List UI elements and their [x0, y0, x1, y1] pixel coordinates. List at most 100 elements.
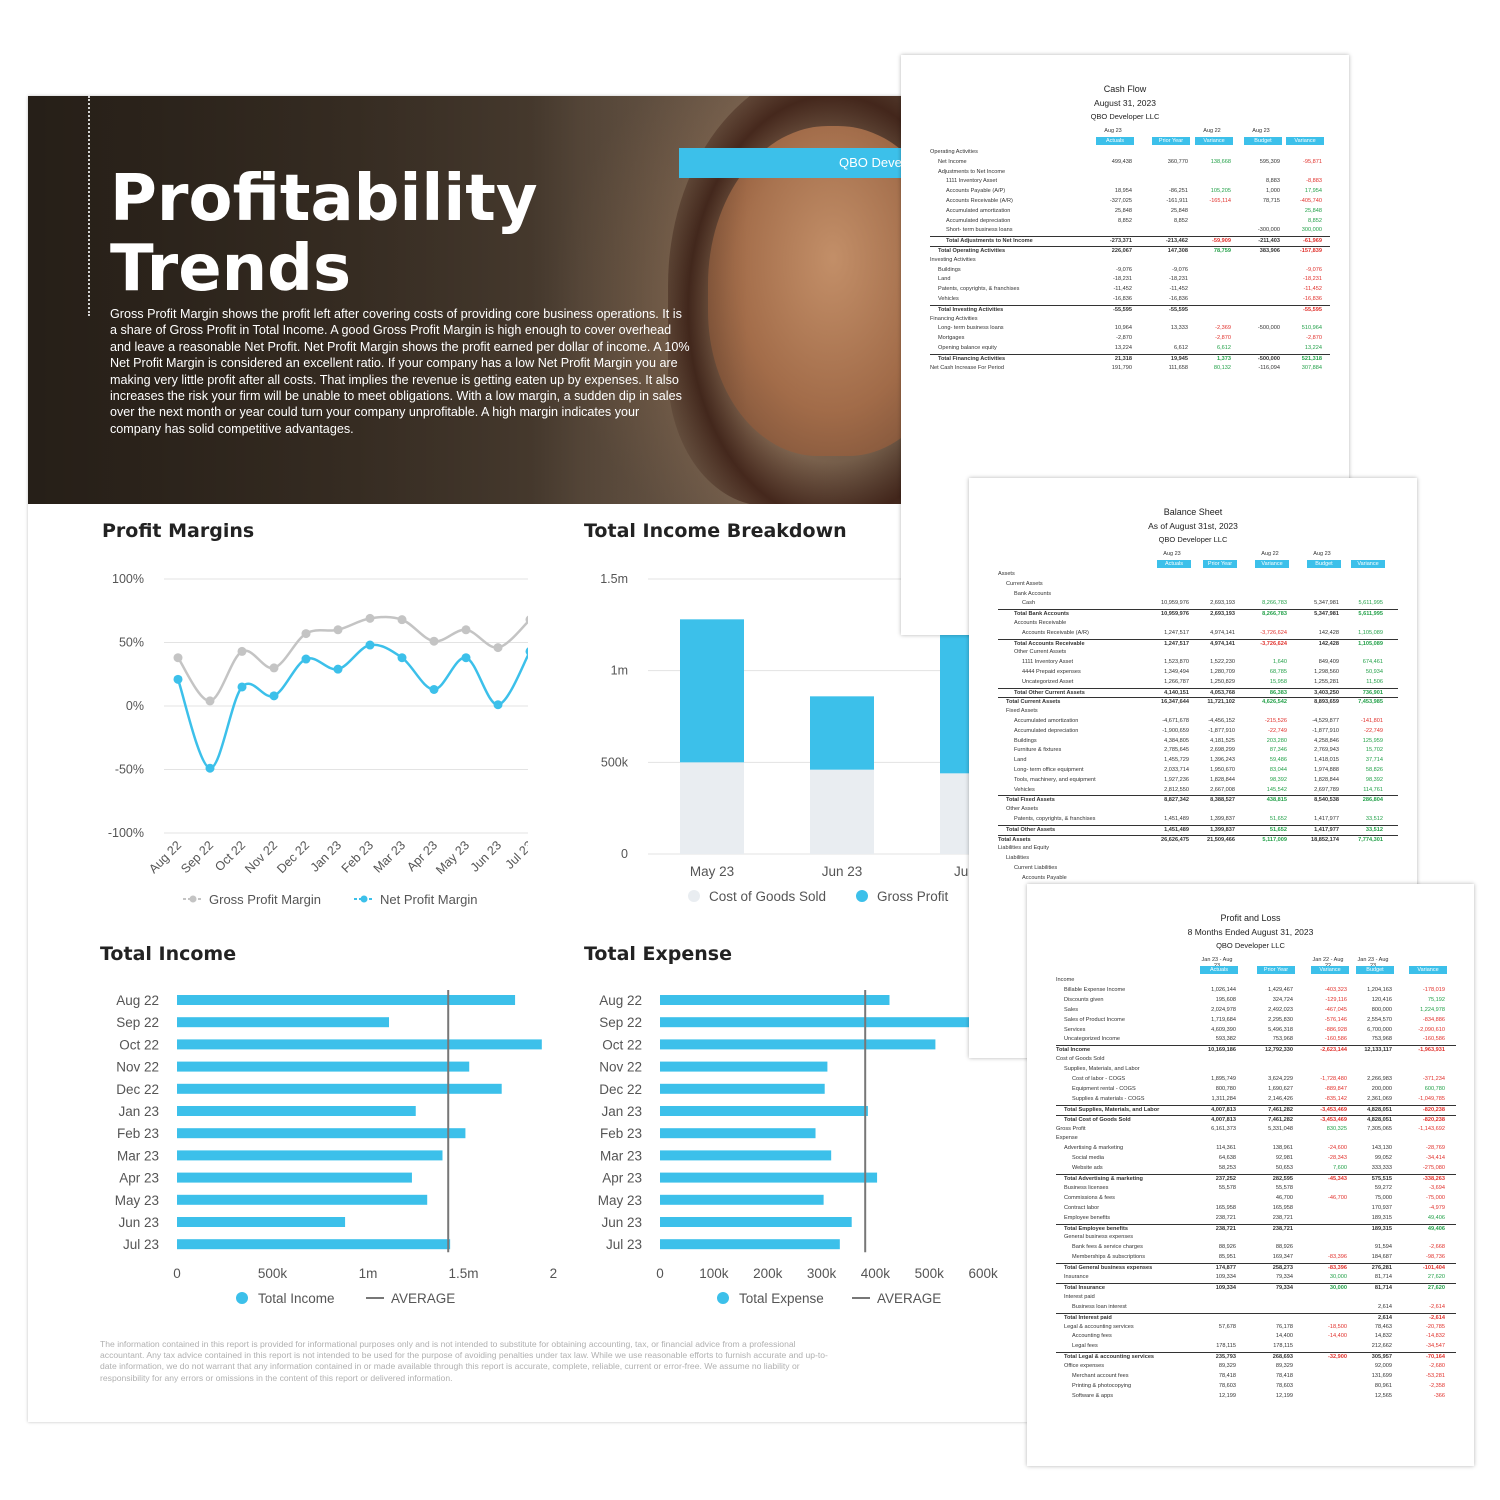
- bar: [177, 1194, 428, 1205]
- row-value: 78,603: [1275, 1382, 1293, 1389]
- row-value: 226,067: [1111, 248, 1132, 254]
- row-value: -300,000: [1257, 227, 1280, 234]
- row-value: -2,870: [1116, 335, 1132, 342]
- row-value: 138,668: [1210, 158, 1231, 165]
- row-value: 4,609,390: [1211, 1026, 1236, 1033]
- row-value: 178,115: [1216, 1343, 1236, 1350]
- statement-row: Supplies, Materials, and Labor: [1056, 1065, 1456, 1075]
- row-label: Total Bank Accounts: [1014, 611, 1070, 618]
- row-label: Total Supplies, Materials, and Labor: [1064, 1106, 1160, 1113]
- hero-overlay: [28, 96, 748, 504]
- dotted-divider: [88, 96, 90, 316]
- bar: [660, 1106, 868, 1116]
- statement-row: Accounts Payable: [998, 874, 1398, 884]
- row-value: 753,968: [1371, 1036, 1392, 1043]
- statement-row: Bank Accounts: [998, 590, 1398, 600]
- row-value: -161,911: [1166, 198, 1188, 204]
- row-value: 5,496,318: [1268, 1026, 1293, 1033]
- row-value: -4,671,678: [1162, 718, 1189, 724]
- row-value: 1,417,977: [1314, 826, 1339, 833]
- data-point: [269, 691, 279, 701]
- statement-row: Patents, copyrights, & franchises -11,452…: [930, 285, 1330, 295]
- row-value: 92,009: [1374, 1363, 1392, 1370]
- row-value: 674,461: [1362, 659, 1383, 666]
- row-value: 1,927,236: [1164, 776, 1189, 783]
- row-value: -165,114: [1209, 198, 1231, 204]
- statement-row: General business expenses: [1056, 1233, 1456, 1243]
- data-point: [493, 643, 503, 653]
- row-label: Insurance: [1064, 1274, 1089, 1280]
- row-value: 16,347,644: [1161, 699, 1189, 706]
- row-label: Net Income: [938, 158, 967, 165]
- row-value: 7,453,985: [1358, 699, 1383, 706]
- row-value: -16,836: [1303, 296, 1322, 302]
- row-value: -211,403: [1258, 238, 1280, 245]
- legend-marker: [189, 895, 197, 903]
- row-value: 174,877: [1215, 1265, 1236, 1272]
- row-value: 1,399,837: [1210, 816, 1235, 822]
- row-value: 10,959,976: [1161, 611, 1189, 618]
- row-label: Long- term office equipment: [1014, 767, 1084, 773]
- row-label: Mortgages: [938, 335, 965, 342]
- row-value: 15,702: [1365, 747, 1383, 754]
- row-value: 30,000: [1329, 1274, 1347, 1280]
- row-value: 1,950,670: [1210, 767, 1235, 773]
- row-label: Employee benefits: [1064, 1214, 1111, 1221]
- column-header: Variance: [1409, 966, 1447, 974]
- row-label: Total General business expenses: [1064, 1265, 1153, 1272]
- data-point: [333, 625, 343, 635]
- y-tick-label: 1m: [611, 664, 628, 678]
- row-value: 13,224: [1114, 345, 1132, 351]
- row-label: Software & apps: [1072, 1392, 1114, 1399]
- row-value: 30,000: [1329, 1284, 1347, 1291]
- row-value: 12,792,330: [1265, 1047, 1293, 1054]
- row-value: 2,492,023: [1268, 1006, 1293, 1013]
- statement-row: Total Financing Activities 21,318 19,945 1,…: [930, 353, 1330, 364]
- column-header: Budget: [1307, 560, 1341, 568]
- row-label: Patents, copyrights, & franchises: [1014, 816, 1096, 822]
- profitability-report-page: QBO Develop Profitability Trends Gross P…: [28, 96, 1028, 1422]
- statement-row: Total Investing Activities -55,595 -55,595…: [930, 304, 1330, 315]
- row-value: 3,624,229: [1268, 1076, 1293, 1082]
- row-label: Total Current Assets: [1006, 699, 1061, 706]
- row-value: 510,964: [1301, 325, 1322, 332]
- row-value: -55,595: [1303, 306, 1322, 313]
- row-label: Total Interest paid: [1064, 1314, 1112, 1321]
- statement-row: Total Current Assets 16,347,644 11,721,102…: [998, 697, 1398, 707]
- statement-row: Bank fees & service charges 88,926 88,926 9…: [1056, 1243, 1456, 1253]
- x-tick-label: 500k: [258, 1266, 288, 1281]
- y-tick-label: 1.5m: [600, 572, 628, 586]
- row-label: Total Fixed Assets: [1006, 797, 1055, 804]
- row-value: 12,133,117: [1364, 1047, 1392, 1054]
- row-value: -1,728,480: [1320, 1076, 1347, 1082]
- row-value: 49,406: [1427, 1214, 1445, 1221]
- data-point: [461, 625, 471, 635]
- bar-gross-profit: [680, 619, 744, 763]
- row-value: -59,909: [1212, 238, 1231, 245]
- statement-row: Current Liabilities: [998, 864, 1398, 874]
- row-value: 99,052: [1374, 1155, 1392, 1162]
- row-value: 595,309: [1259, 158, 1280, 165]
- row-label: Patents, copyrights, & franchises: [938, 286, 1020, 293]
- legend-marker: [688, 890, 700, 902]
- row-value: 109,334: [1215, 1274, 1236, 1280]
- row-label: Legal fees: [1072, 1343, 1098, 1350]
- column-group-label: Aug 23: [1252, 128, 1270, 134]
- row-value: 58,253: [1218, 1165, 1236, 1172]
- row-label: Land: [938, 276, 951, 283]
- y-tick-label: Jul 23: [606, 1237, 642, 1252]
- row-value: 80,961: [1374, 1382, 1392, 1389]
- legend-label: Gross Profit Margin: [209, 892, 321, 907]
- row-value: -18,231: [1169, 276, 1188, 283]
- statement-row: Tools, machinery, and equipment 1,927,236…: [998, 776, 1398, 786]
- statement-row: Buildings 4,384,805 4,181,525 203,280 4,258,…: [998, 737, 1398, 747]
- row-value: 17,954: [1304, 188, 1322, 195]
- row-value: 2,693,193: [1210, 611, 1235, 618]
- row-value: 4,626,542: [1262, 699, 1287, 706]
- bar: [177, 1128, 466, 1139]
- row-value: 91,594: [1374, 1244, 1392, 1251]
- row-value: 1,247,517: [1164, 640, 1189, 647]
- bar: [177, 1017, 390, 1028]
- row-value: 1,719,684: [1211, 1016, 1236, 1023]
- bar: [177, 995, 516, 1005]
